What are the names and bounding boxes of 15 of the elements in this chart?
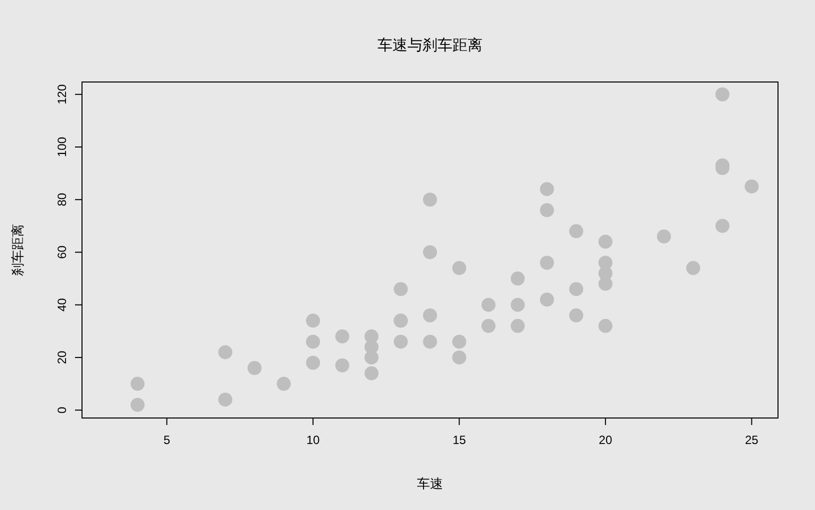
y-tick-label: 120 (55, 84, 69, 104)
y-axis-title: 刹车距离 (10, 224, 25, 276)
x-axis-title: 车速 (417, 476, 443, 491)
y-tick-label: 20 (55, 350, 69, 364)
y-tick-label: 100 (55, 136, 69, 158)
x-tick-label: 10 (306, 433, 320, 447)
y-tick-label: 80 (55, 192, 69, 206)
y-tick-label: 40 (55, 298, 69, 312)
y-tick-label: 60 (55, 245, 69, 259)
x-tick-label: 15 (452, 433, 466, 447)
y-tick-label: 0 (55, 406, 69, 414)
x-tick-label: 20 (598, 433, 612, 447)
chart-title: 车速与刹车距离 (378, 37, 482, 54)
x-tick-label: 5 (163, 433, 170, 447)
x-tick-label: 25 (745, 433, 759, 447)
